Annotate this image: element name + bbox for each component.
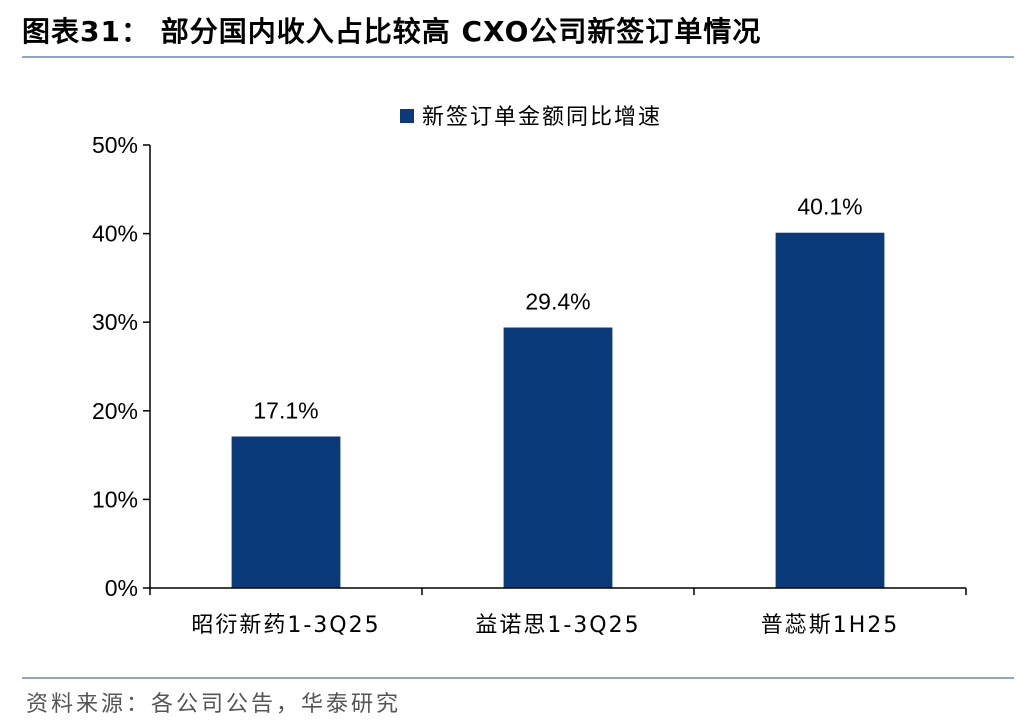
title-divider [22, 56, 1014, 58]
source-divider [22, 677, 1014, 679]
legend-swatch [400, 109, 414, 123]
y-tick-label: 20% [92, 398, 138, 424]
figure-title: 图表31： 部分国内收入占比较高 CXO公司新签订单情况 [22, 15, 762, 48]
bar [503, 327, 613, 588]
legend-label: 新签订单金额同比增速 [422, 105, 662, 130]
bars-group [231, 232, 885, 589]
chart-legend: 新签订单金额同比增速 [400, 105, 662, 130]
y-axis: 0% 10% 20% 30% 40% 50% [92, 132, 151, 601]
data-labels-group: 17.1% 29.4% 40.1% [253, 194, 862, 424]
x-category-label: 普蕊斯1H25 [761, 613, 900, 638]
data-label: 40.1% [797, 194, 862, 220]
y-tick-label: 30% [92, 309, 138, 335]
source-note: 资料来源：各公司公告，华泰研究 [26, 692, 402, 717]
x-category-label: 益诺思1-3Q25 [475, 613, 640, 638]
x-axis: 昭衍新药1-3Q25 益诺思1-3Q25 普蕊斯1H25 [149, 587, 967, 638]
y-tick-label: 40% [92, 221, 138, 247]
x-category-label: 昭衍新药1-3Q25 [191, 613, 380, 638]
bar [231, 436, 341, 588]
y-tick-label: 50% [92, 132, 138, 158]
data-label: 29.4% [525, 289, 590, 315]
bar [775, 232, 885, 589]
y-tick-label: 10% [92, 486, 138, 512]
y-tick-label: 0% [105, 575, 138, 601]
data-label: 17.1% [253, 397, 318, 423]
